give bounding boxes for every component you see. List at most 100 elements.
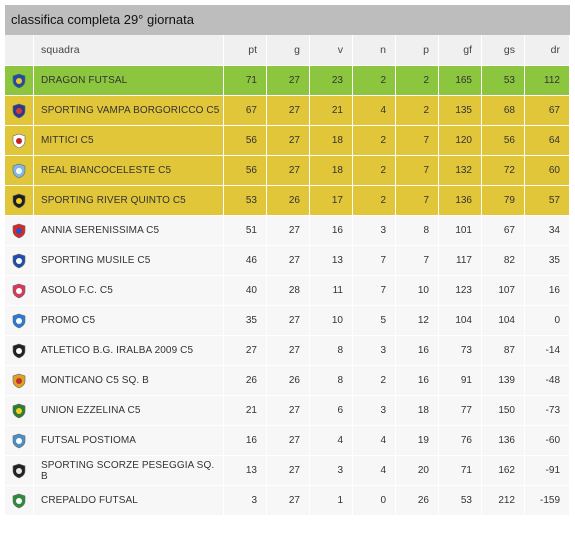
stat-g: 27 bbox=[267, 216, 310, 246]
header-pt[interactable]: pt bbox=[224, 35, 267, 66]
stat-gs: 212 bbox=[482, 486, 525, 516]
table-row[interactable]: CREPALDO FUTSAL 3 27 1 0 26 53 212 -159 bbox=[5, 486, 570, 516]
stat-dr: -159 bbox=[525, 486, 570, 516]
team-logo-cell bbox=[5, 66, 34, 96]
sporting-scorze-logo bbox=[11, 463, 27, 479]
team-logo-cell bbox=[5, 216, 34, 246]
table-row[interactable]: FUTSAL POSTIOMA 16 27 4 4 19 76 136 -60 bbox=[5, 426, 570, 456]
header-p[interactable]: p bbox=[396, 35, 439, 66]
standings-widget: classifica completa 29° giornata squadra… bbox=[5, 5, 570, 516]
table-row[interactable]: ANNIA SERENISSIMA C5 51 27 16 3 8 101 67 34 bbox=[5, 216, 570, 246]
table-row[interactable]: PROMO C5 35 27 10 5 12 104 104 0 bbox=[5, 306, 570, 336]
header-squadra[interactable]: squadra bbox=[34, 35, 224, 66]
stat-p: 2 bbox=[396, 66, 439, 96]
table-row[interactable]: REAL BIANCOCELESTE C5 56 27 18 2 7 132 72 60 bbox=[5, 156, 570, 186]
team-logo-cell bbox=[5, 336, 34, 366]
stat-pt: 46 bbox=[224, 246, 267, 276]
monticano-logo bbox=[11, 373, 27, 389]
stat-p: 16 bbox=[396, 366, 439, 396]
stat-gs: 104 bbox=[482, 306, 525, 336]
stat-gf: 135 bbox=[439, 96, 482, 126]
crepaldo-futsal-logo bbox=[11, 493, 27, 509]
stat-n: 4 bbox=[353, 96, 396, 126]
team-name[interactable]: SPORTING RIVER QUINTO C5 bbox=[34, 186, 224, 216]
stat-p: 19 bbox=[396, 426, 439, 456]
stat-gf: 76 bbox=[439, 426, 482, 456]
stat-pt: 26 bbox=[224, 366, 267, 396]
team-name[interactable]: UNION EZZELINA C5 bbox=[34, 396, 224, 426]
futsal-postioma-logo bbox=[11, 433, 27, 449]
stat-dr: 35 bbox=[525, 246, 570, 276]
team-name[interactable]: ATLETICO B.G. IRALBA 2009 C5 bbox=[34, 336, 224, 366]
stat-v: 4 bbox=[310, 426, 353, 456]
stat-g: 27 bbox=[267, 396, 310, 426]
stat-dr: 112 bbox=[525, 66, 570, 96]
stat-g: 27 bbox=[267, 126, 310, 156]
team-logo-cell bbox=[5, 126, 34, 156]
table-row[interactable]: SPORTING RIVER QUINTO C5 53 26 17 2 7 136 79 57 bbox=[5, 186, 570, 216]
table-row[interactable]: DRAGON FUTSAL 71 27 23 2 2 165 53 112 bbox=[5, 66, 570, 96]
team-name[interactable]: FUTSAL POSTIOMA bbox=[34, 426, 224, 456]
table-row[interactable]: MONTICANO C5 Sq. B 26 26 8 2 16 91 139 -48 bbox=[5, 366, 570, 396]
stat-gs: 136 bbox=[482, 426, 525, 456]
stat-p: 26 bbox=[396, 486, 439, 516]
stat-gf: 165 bbox=[439, 66, 482, 96]
table-row[interactable]: ASOLO F.C. C5 40 28 11 7 10 123 107 16 bbox=[5, 276, 570, 306]
stat-gs: 72 bbox=[482, 156, 525, 186]
table-row[interactable]: SPORTING MUSILE C5 46 27 13 7 7 117 82 35 bbox=[5, 246, 570, 276]
stat-g: 26 bbox=[267, 366, 310, 396]
team-name[interactable]: SPORTING VAMPA BORGORICCO C5 bbox=[34, 96, 224, 126]
stat-gf: 91 bbox=[439, 366, 482, 396]
team-name[interactable]: ANNIA SERENISSIMA C5 bbox=[34, 216, 224, 246]
table-row[interactable]: ATLETICO B.G. IRALBA 2009 C5 27 27 8 3 16 73 87… bbox=[5, 336, 570, 366]
header-v[interactable]: v bbox=[310, 35, 353, 66]
stat-dr: -14 bbox=[525, 336, 570, 366]
table-row[interactable]: UNION EZZELINA C5 21 27 6 3 18 77 150 -73 bbox=[5, 396, 570, 426]
stat-gf: 77 bbox=[439, 396, 482, 426]
team-name[interactable]: REAL BIANCOCELESTE C5 bbox=[34, 156, 224, 186]
stat-g: 27 bbox=[267, 486, 310, 516]
team-name[interactable]: MITTICI C5 bbox=[34, 126, 224, 156]
team-name[interactable]: PROMO C5 bbox=[34, 306, 224, 336]
annia-serenissima-logo bbox=[11, 223, 27, 239]
table-row[interactable]: SPORTING SCORZE PESEGGIA Sq. B 13 27 3 4 20 71… bbox=[5, 456, 570, 486]
stat-gf: 120 bbox=[439, 126, 482, 156]
stat-p: 7 bbox=[396, 156, 439, 186]
stat-g: 27 bbox=[267, 426, 310, 456]
stat-n: 2 bbox=[353, 66, 396, 96]
stat-n: 5 bbox=[353, 306, 396, 336]
stat-v: 1 bbox=[310, 486, 353, 516]
stat-n: 4 bbox=[353, 456, 396, 486]
stat-pt: 56 bbox=[224, 126, 267, 156]
stat-v: 17 bbox=[310, 186, 353, 216]
team-logo-cell bbox=[5, 486, 34, 516]
team-name[interactable]: SPORTING SCORZE PESEGGIA Sq. B bbox=[34, 456, 224, 486]
team-name[interactable]: CREPALDO FUTSAL bbox=[34, 486, 224, 516]
stat-gs: 67 bbox=[482, 216, 525, 246]
team-name[interactable]: ASOLO F.C. C5 bbox=[34, 276, 224, 306]
table-row[interactable]: SPORTING VAMPA BORGORICCO C5 67 27 21 4 2 135 6… bbox=[5, 96, 570, 126]
table-header-row: squadra pt g v n p gf gs dr bbox=[5, 35, 570, 66]
header-n[interactable]: n bbox=[353, 35, 396, 66]
stat-p: 7 bbox=[396, 246, 439, 276]
stat-g: 28 bbox=[267, 276, 310, 306]
team-logo-cell bbox=[5, 276, 34, 306]
header-gs[interactable]: gs bbox=[482, 35, 525, 66]
stat-gs: 139 bbox=[482, 366, 525, 396]
header-dr[interactable]: dr bbox=[525, 35, 570, 66]
standings-table: squadra pt g v n p gf gs dr DRAGON FUTSA… bbox=[5, 35, 570, 516]
team-name[interactable]: DRAGON FUTSAL bbox=[34, 66, 224, 96]
team-name[interactable]: SPORTING MUSILE C5 bbox=[34, 246, 224, 276]
stat-g: 27 bbox=[267, 336, 310, 366]
header-g[interactable]: g bbox=[267, 35, 310, 66]
table-row[interactable]: MITTICI C5 56 27 18 2 7 120 56 64 bbox=[5, 126, 570, 156]
standings-title: classifica completa 29° giornata bbox=[5, 5, 570, 35]
stat-g: 27 bbox=[267, 66, 310, 96]
team-name[interactable]: MONTICANO C5 Sq. B bbox=[34, 366, 224, 396]
stat-gs: 56 bbox=[482, 126, 525, 156]
stat-gf: 71 bbox=[439, 456, 482, 486]
stat-n: 4 bbox=[353, 426, 396, 456]
header-gf[interactable]: gf bbox=[439, 35, 482, 66]
stat-pt: 56 bbox=[224, 156, 267, 186]
stat-p: 10 bbox=[396, 276, 439, 306]
